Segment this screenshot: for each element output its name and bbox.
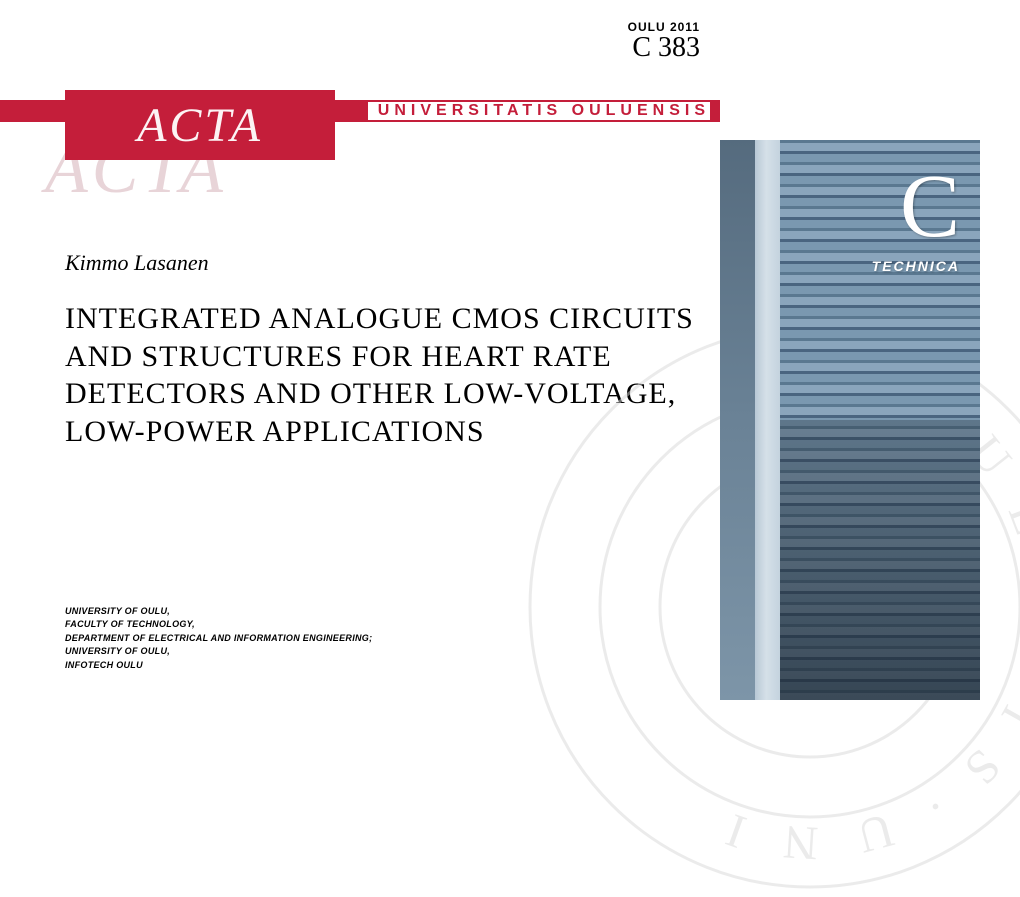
affiliation-line: INFOTECH OULU xyxy=(65,659,372,673)
affiliation-line: UNIVERSITY OF OULU, xyxy=(65,605,372,619)
acta-text: ACTA xyxy=(137,98,263,153)
author-name: Kimmo Lasanen xyxy=(65,250,209,276)
affiliation-line: DEPARTMENT OF ELECTRICAL AND INFORMATION… xyxy=(65,632,372,646)
building-shadow xyxy=(780,420,980,700)
series-letter: C xyxy=(900,155,960,258)
universitatis-text: UNIVERSITATIS OULUENSIS xyxy=(368,102,710,120)
building-pillar xyxy=(755,140,783,700)
affiliation-block: UNIVERSITY OF OULU, FACULTY OF TECHNOLOG… xyxy=(65,605,372,673)
affiliation-line: FACULTY OF TECHNOLOGY, xyxy=(65,618,372,632)
series-code: C 383 xyxy=(628,32,700,64)
building-left-facade xyxy=(720,140,755,700)
cover-page: OULU 2011 C 383 UNIVERSITATIS OULUENSIS … xyxy=(0,0,1020,717)
acta-box: ACTA xyxy=(65,90,335,160)
series-name: TECHNICA xyxy=(872,258,960,274)
affiliation-line: UNIVERSITY OF OULU, xyxy=(65,645,372,659)
series-id-block: OULU 2011 C 383 xyxy=(628,20,700,64)
